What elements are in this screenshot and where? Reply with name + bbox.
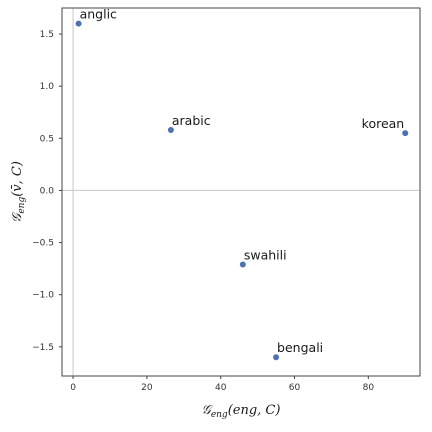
- axis-ticks: 0 20 40 60 80 1.5 1.0 0.5 0.0 −0.5 −1.0 −1.5: [32, 30, 374, 393]
- y-axis-label: 𝒢eng(v̄, C): [10, 161, 27, 223]
- plot-frame: [61, 7, 421, 377]
- y-tick-label: 1.0: [40, 82, 55, 92]
- y-tick-label: −1.5: [32, 343, 54, 353]
- y-tick-label: 0.0: [40, 186, 55, 196]
- data-points: anglic arabic korean swahili bengali: [75, 7, 409, 361]
- point-label-bengali: bengali: [277, 340, 323, 355]
- y-tick-label: −0.5: [32, 239, 54, 249]
- x-tick-label: 20: [141, 383, 153, 393]
- reference-lines: [62, 8, 420, 376]
- data-point-bengali: [273, 354, 280, 361]
- x-axis-label: 𝒢eng(eng, C): [202, 403, 281, 420]
- x-tick-label: 40: [215, 383, 227, 393]
- data-point-anglic: [75, 20, 82, 27]
- y-tick-label: 0.5: [40, 134, 54, 144]
- data-point-korean: [402, 130, 409, 137]
- point-label-korean: korean: [362, 116, 405, 131]
- point-label-anglic: anglic: [80, 7, 117, 22]
- y-tick-label: −1.0: [32, 291, 54, 301]
- point-label-arabic: arabic: [172, 113, 211, 128]
- point-label-swahili: swahili: [244, 247, 287, 262]
- x-tick-label: 60: [289, 383, 301, 393]
- x-tick-label: 0: [70, 383, 76, 393]
- data-point-arabic: [167, 126, 174, 133]
- y-tick-label: 1.5: [40, 30, 54, 40]
- x-tick-label: 80: [363, 383, 375, 393]
- data-point-swahili: [239, 261, 246, 268]
